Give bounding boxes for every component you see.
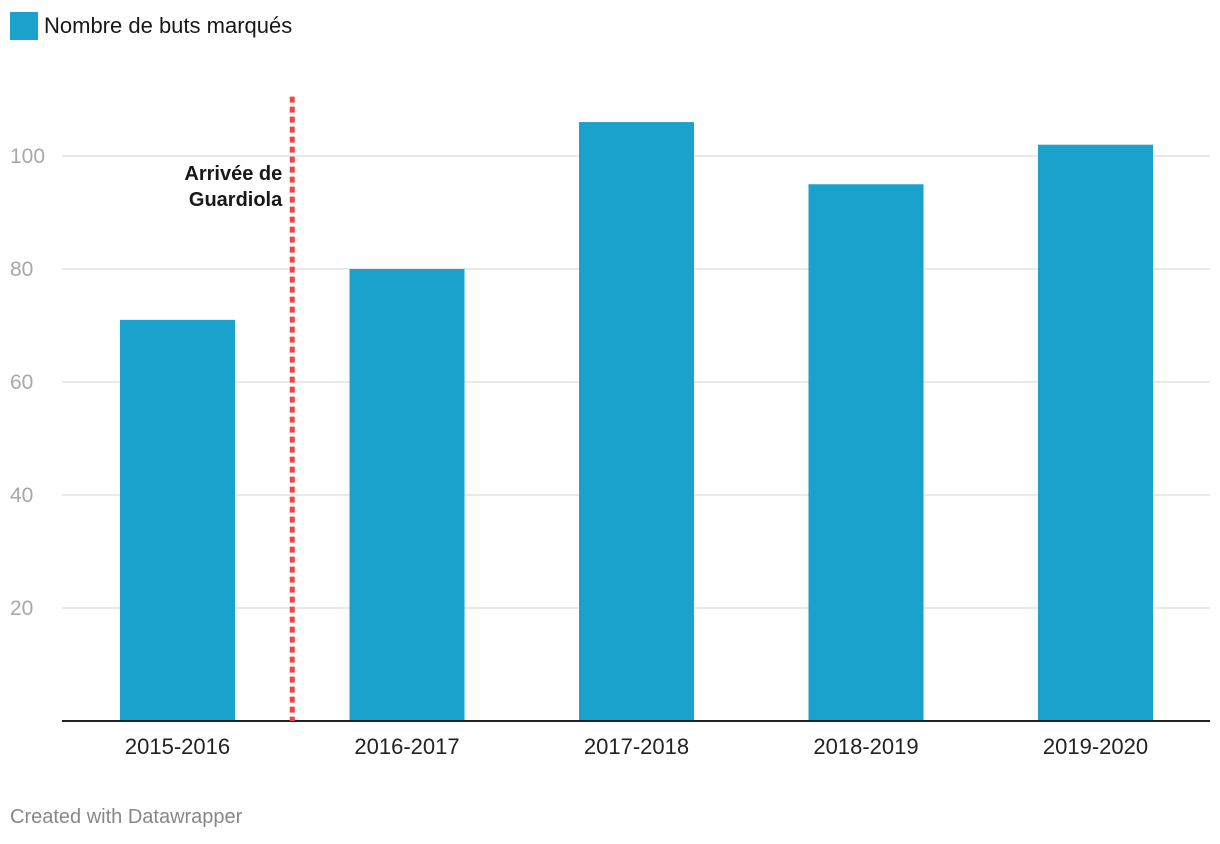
x-tick-label: 2018-2019 (813, 734, 918, 759)
annotation-label: Arrivée de (184, 163, 282, 185)
x-tick-label: 2016-2017 (354, 734, 459, 759)
footer-credit: Created with Datawrapper (10, 806, 243, 828)
annotation-label: Guardiola (189, 189, 283, 211)
y-tick-label: 40 (10, 484, 33, 507)
x-tick-label: 2019-2020 (1043, 734, 1148, 759)
bar-2015-2016 (120, 319, 235, 721)
legend-swatch (10, 12, 38, 40)
y-tick-label: 80 (10, 258, 33, 281)
y-tick-label: 20 (10, 597, 33, 620)
legend: Nombre de buts marqués (10, 12, 292, 40)
x-tick-label: 2015-2016 (125, 734, 230, 759)
y-tick-label: 60 (10, 371, 33, 394)
legend-label: Nombre de buts marqués (44, 13, 293, 38)
bar-2016-2017 (349, 269, 465, 721)
bar-2017-2018 (579, 122, 694, 722)
bar-2018-2019 (808, 184, 924, 721)
bar-2019-2020 (1038, 144, 1153, 721)
y-tick-label: 100 (10, 145, 45, 168)
x-tick-label: 2017-2018 (584, 734, 689, 759)
